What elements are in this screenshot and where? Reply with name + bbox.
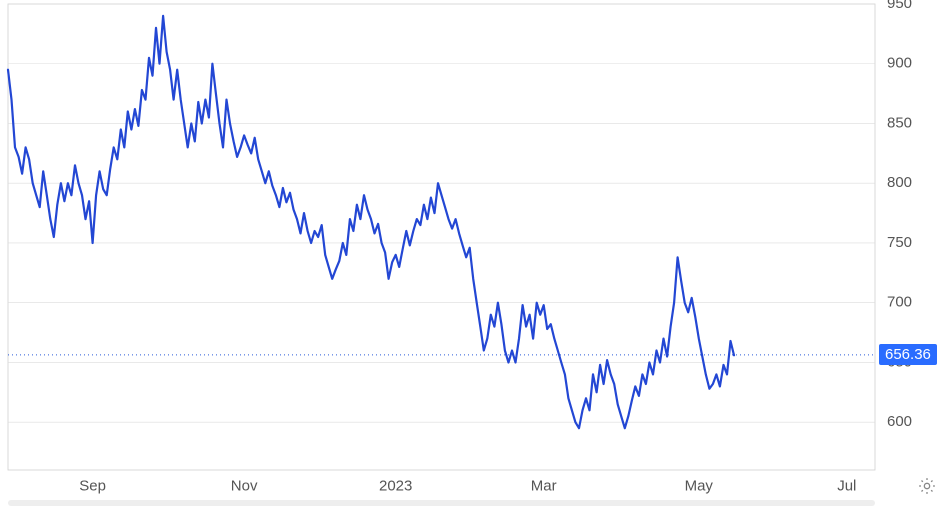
x-tick-label: Mar: [531, 477, 557, 494]
chart-canvas: 600650700750800850900950SepNov2023MarMay…: [0, 0, 945, 509]
current-price-value: 656.36: [885, 346, 931, 363]
gear-icon[interactable]: [917, 476, 937, 496]
x-tick-label: Nov: [231, 477, 258, 494]
current-price-badge: 656.36: [879, 344, 937, 365]
y-tick-label: 750: [887, 234, 912, 251]
x-tick-label: May: [685, 477, 714, 494]
x-tick-label: Jul: [837, 477, 856, 494]
y-tick-label: 950: [887, 0, 912, 12]
x-tick-label: 2023: [379, 477, 412, 494]
y-tick-label: 800: [887, 174, 912, 191]
price-chart: 600650700750800850900950SepNov2023MarMay…: [0, 0, 945, 509]
y-tick-label: 850: [887, 114, 912, 131]
y-tick-label: 600: [887, 413, 912, 430]
x-tick-label: Sep: [79, 477, 106, 494]
y-tick-label: 900: [887, 55, 912, 72]
y-tick-label: 700: [887, 294, 912, 311]
